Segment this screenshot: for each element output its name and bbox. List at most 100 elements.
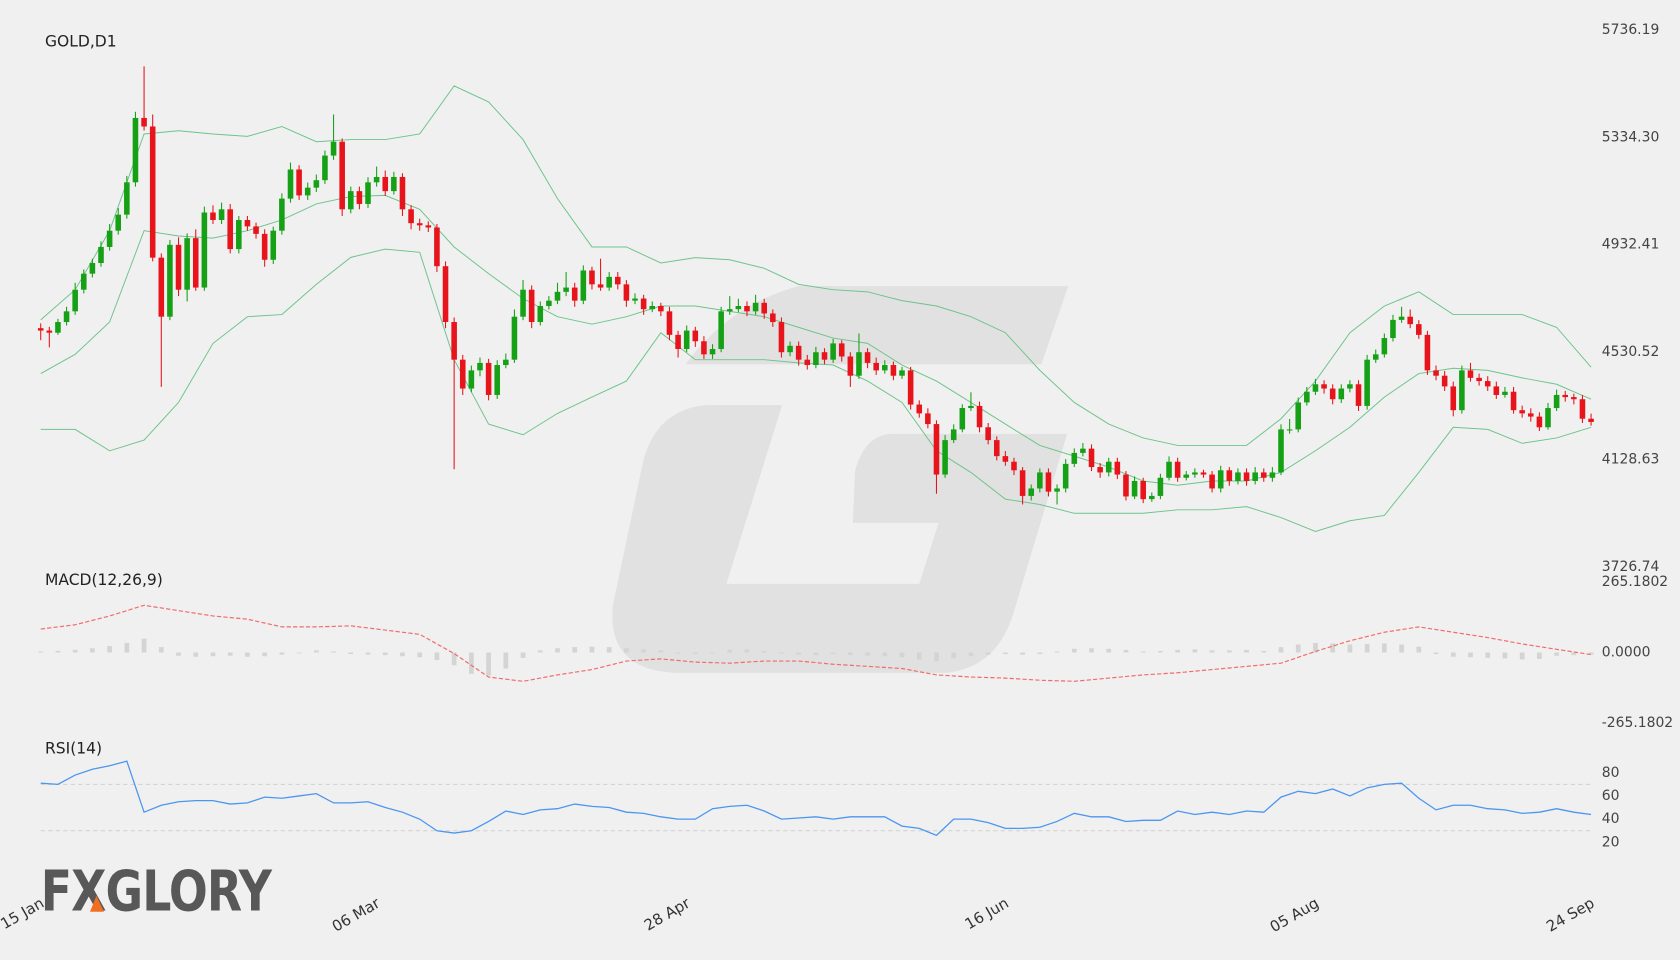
macd-histogram-bar — [1175, 649, 1180, 653]
candle-body — [933, 424, 940, 475]
candle-body — [1579, 399, 1586, 419]
macd-histogram-bar — [537, 650, 543, 653]
candle-body — [864, 352, 871, 363]
macd-histogram-bar — [951, 652, 957, 659]
candle-body — [236, 219, 242, 250]
macd-histogram-bar — [1244, 649, 1249, 653]
macd-histogram-bar — [675, 652, 681, 654]
macd-histogram-bar — [124, 642, 130, 653]
macd-histogram-bar — [1485, 652, 1491, 658]
candle-body — [1088, 448, 1095, 468]
candle-body — [675, 334, 681, 350]
candle-body — [726, 309, 733, 312]
candle-body — [856, 352, 862, 376]
candle-body — [692, 330, 699, 342]
candle-body — [296, 169, 302, 196]
candle-body — [520, 289, 526, 317]
candle-body — [1217, 470, 1224, 489]
macd-histogram-bar — [830, 652, 836, 655]
y-tick-label: 4530.52 — [1602, 344, 1660, 360]
macd-histogram-bar — [1450, 652, 1456, 657]
macd-histogram-bar — [365, 652, 371, 655]
macd-histogram-bar — [1089, 648, 1094, 653]
y-tick-label: 20 — [1602, 834, 1620, 850]
candle-body — [942, 440, 948, 475]
candle-body — [1174, 461, 1181, 478]
candle-body — [1243, 472, 1250, 481]
macd-histogram-bar — [1209, 650, 1215, 653]
candle-body — [1433, 370, 1439, 376]
candle-body — [1209, 474, 1215, 489]
candle-body — [1450, 386, 1457, 411]
macd-histogram-bar — [1502, 652, 1508, 659]
candle-body — [1441, 375, 1448, 387]
y-tick-label: 60 — [1602, 788, 1620, 804]
macd-histogram-bar — [331, 651, 336, 653]
candle-body — [597, 284, 604, 288]
macd-histogram-bar — [606, 647, 612, 653]
candle-body — [1459, 370, 1465, 411]
macd-histogram-bar — [279, 652, 285, 655]
candle-body — [1355, 384, 1362, 406]
macd-histogram-bar — [761, 650, 767, 653]
macd-histogram-bar — [1192, 649, 1198, 653]
macd-histogram-bar — [245, 652, 250, 657]
macd-histogram-bar — [1226, 650, 1232, 653]
candle-body — [511, 316, 518, 360]
candle-body — [1002, 456, 1009, 462]
candle-body — [1484, 381, 1491, 387]
candle-body — [149, 126, 156, 258]
candle-body — [701, 341, 707, 355]
candle-body — [985, 427, 991, 441]
candle-body — [106, 230, 113, 247]
candle-body — [1235, 472, 1241, 481]
macd-histogram-bar — [1106, 648, 1112, 653]
candle-body — [1123, 474, 1129, 497]
candle-body — [1545, 408, 1551, 428]
candle-body — [1424, 334, 1431, 371]
candle-body — [89, 262, 96, 274]
candle-body — [615, 276, 621, 285]
candle-body — [261, 233, 268, 260]
macd-histogram-bar — [417, 652, 423, 658]
candle-body — [1295, 402, 1302, 430]
candle-body — [537, 305, 544, 323]
macd-histogram-bar — [1071, 648, 1077, 653]
macd-histogram-bar — [796, 652, 802, 655]
candle-body — [571, 287, 578, 301]
candle-body — [1381, 338, 1388, 355]
macd-histogram-bar — [1519, 652, 1525, 660]
macd-histogram-bar — [1330, 643, 1336, 653]
candle-body — [950, 429, 957, 441]
candle-body — [468, 370, 475, 389]
y-tick-label: 3726.74 — [1602, 559, 1660, 575]
candle-body — [735, 305, 742, 310]
candle-body — [210, 212, 216, 220]
y-tick-label: 5334.30 — [1602, 129, 1660, 145]
y-tick-label: -265.1802 — [1602, 715, 1673, 731]
macd-histogram-bar — [1054, 651, 1060, 653]
macd-histogram-bar — [727, 649, 733, 653]
candle-body — [873, 362, 879, 371]
candle-body — [201, 212, 208, 288]
macd-histogram-bar — [1364, 643, 1370, 653]
macd-histogram-bar — [176, 652, 181, 656]
macd-histogram-bar — [90, 648, 95, 653]
macd-histogram-bar — [107, 646, 112, 653]
candle-body — [1527, 413, 1534, 417]
candle-body — [1510, 391, 1517, 411]
candle-body — [623, 284, 630, 301]
candle-body — [72, 289, 78, 312]
macd-histogram-bar — [400, 652, 405, 657]
candle-body — [1037, 472, 1043, 489]
y-tick-label: 80 — [1602, 765, 1620, 781]
candle-body — [1347, 384, 1353, 389]
macd-histogram-bar — [1468, 652, 1473, 658]
candle-body — [1131, 480, 1138, 497]
candle-body — [968, 405, 974, 409]
candle-body — [1407, 316, 1413, 325]
candle-body — [795, 345, 802, 360]
candle-body — [787, 345, 793, 353]
candle-body — [348, 191, 354, 210]
